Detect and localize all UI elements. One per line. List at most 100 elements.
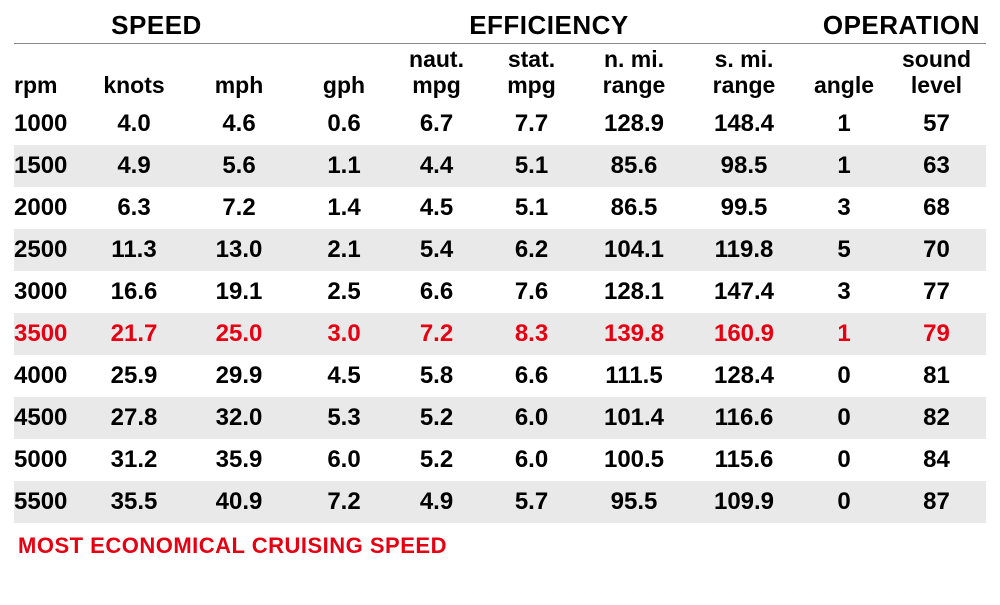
table-cell: 21.7: [89, 320, 179, 348]
group-header-speed: SPEED: [14, 10, 299, 41]
table-cell: 2.1: [299, 236, 389, 264]
table-cell: 6.6: [389, 278, 484, 306]
table-cell: 0: [799, 362, 889, 390]
table-cell: 5.7: [484, 488, 579, 516]
table-cell: 98.5: [689, 152, 799, 180]
col-header-sound-level: sound level: [889, 46, 984, 99]
table-cell: 5.3: [299, 404, 389, 432]
table-cell: 0: [799, 446, 889, 474]
table-row: 500031.235.96.05.26.0100.5115.6084: [14, 439, 986, 481]
table-cell: 35.9: [179, 446, 299, 474]
table-cell: 147.4: [689, 278, 799, 306]
table-cell: 139.8: [579, 320, 689, 348]
table-cell: 0: [799, 488, 889, 516]
table-cell: 5.2: [389, 404, 484, 432]
table-cell: 1500: [14, 152, 89, 180]
table-row: 250011.313.02.15.46.2104.1119.8570: [14, 229, 986, 271]
table-cell: 8.3: [484, 320, 579, 348]
table-cell: 2000: [14, 194, 89, 222]
col-header-rpm: rpm: [14, 72, 89, 98]
table-cell: 57: [889, 110, 984, 138]
table-cell: 111.5: [579, 362, 689, 390]
table-cell: 1000: [14, 110, 89, 138]
table-cell: 5000: [14, 446, 89, 474]
table-cell: 25.9: [89, 362, 179, 390]
table-cell: 31.2: [89, 446, 179, 474]
col-header-knots: knots: [89, 72, 179, 98]
table-cell: 7.6: [484, 278, 579, 306]
table-cell: 5.4: [389, 236, 484, 264]
col-header-nmi-range: n. mi. range: [579, 46, 689, 99]
table-cell: 4.6: [179, 110, 299, 138]
table-body: 10004.04.60.66.77.7128.9148.415715004.95…: [14, 103, 986, 523]
table-cell: 4.5: [299, 362, 389, 390]
table-cell: 5.1: [484, 152, 579, 180]
table-row: 450027.832.05.35.26.0101.4116.6082: [14, 397, 986, 439]
table-cell: 13.0: [179, 236, 299, 264]
table-cell: 6.3: [89, 194, 179, 222]
table-cell: 84: [889, 446, 984, 474]
table-cell: 3: [799, 278, 889, 306]
table-cell: 29.9: [179, 362, 299, 390]
table-cell: 5.2: [389, 446, 484, 474]
col-header-angle: angle: [799, 72, 889, 98]
table-row: 20006.37.21.44.55.186.599.5368: [14, 187, 986, 229]
table-cell: 4500: [14, 404, 89, 432]
table-cell: 95.5: [579, 488, 689, 516]
table-cell: 16.6: [89, 278, 179, 306]
table-cell: 77: [889, 278, 984, 306]
table-cell: 7.2: [299, 488, 389, 516]
table-cell: 87: [889, 488, 984, 516]
table-cell: 3.0: [299, 320, 389, 348]
table-cell: 0.6: [299, 110, 389, 138]
table-cell: 2.5: [299, 278, 389, 306]
table-cell: 68: [889, 194, 984, 222]
table-cell: 4.4: [389, 152, 484, 180]
table-cell: 82: [889, 404, 984, 432]
table-cell: 32.0: [179, 404, 299, 432]
table-cell: 70: [889, 236, 984, 264]
table-cell: 160.9: [689, 320, 799, 348]
table-cell: 7.7: [484, 110, 579, 138]
table-cell: 99.5: [689, 194, 799, 222]
table-cell: 19.1: [179, 278, 299, 306]
table-row: 350021.725.03.07.28.3139.8160.9179: [14, 313, 986, 355]
table-cell: 81: [889, 362, 984, 390]
group-header-row: SPEED EFFICIENCY OPERATION: [14, 10, 986, 44]
table-cell: 11.3: [89, 236, 179, 264]
col-header-gph: gph: [299, 72, 389, 98]
table-cell: 85.6: [579, 152, 689, 180]
table-cell: 115.6: [689, 446, 799, 474]
table-cell: 128.4: [689, 362, 799, 390]
table-cell: 0: [799, 404, 889, 432]
table-row: 10004.04.60.66.77.7128.9148.4157: [14, 103, 986, 145]
col-header-smi-range: s. mi. range: [689, 46, 799, 99]
table-cell: 109.9: [689, 488, 799, 516]
table-row: 400025.929.94.55.86.6111.5128.4081: [14, 355, 986, 397]
table-cell: 1: [799, 320, 889, 348]
table-cell: 4.9: [89, 152, 179, 180]
table-cell: 4.9: [389, 488, 484, 516]
table-cell: 3500: [14, 320, 89, 348]
table-cell: 6.2: [484, 236, 579, 264]
table-cell: 5.8: [389, 362, 484, 390]
table-cell: 40.9: [179, 488, 299, 516]
table-cell: 128.9: [579, 110, 689, 138]
table-cell: 6.0: [484, 404, 579, 432]
table-row: 550035.540.97.24.95.795.5109.9087: [14, 481, 986, 523]
table-cell: 5.1: [484, 194, 579, 222]
table-cell: 4.0: [89, 110, 179, 138]
table-cell: 1: [799, 110, 889, 138]
table-cell: 104.1: [579, 236, 689, 264]
col-header-stat-mpg: stat. mpg: [484, 46, 579, 99]
table-cell: 79: [889, 320, 984, 348]
table-cell: 86.5: [579, 194, 689, 222]
table-cell: 4.5: [389, 194, 484, 222]
table-cell: 101.4: [579, 404, 689, 432]
table-cell: 3000: [14, 278, 89, 306]
table-cell: 4000: [14, 362, 89, 390]
table-cell: 7.2: [389, 320, 484, 348]
table-cell: 1: [799, 152, 889, 180]
table-cell: 6.0: [299, 446, 389, 474]
table-cell: 148.4: [689, 110, 799, 138]
